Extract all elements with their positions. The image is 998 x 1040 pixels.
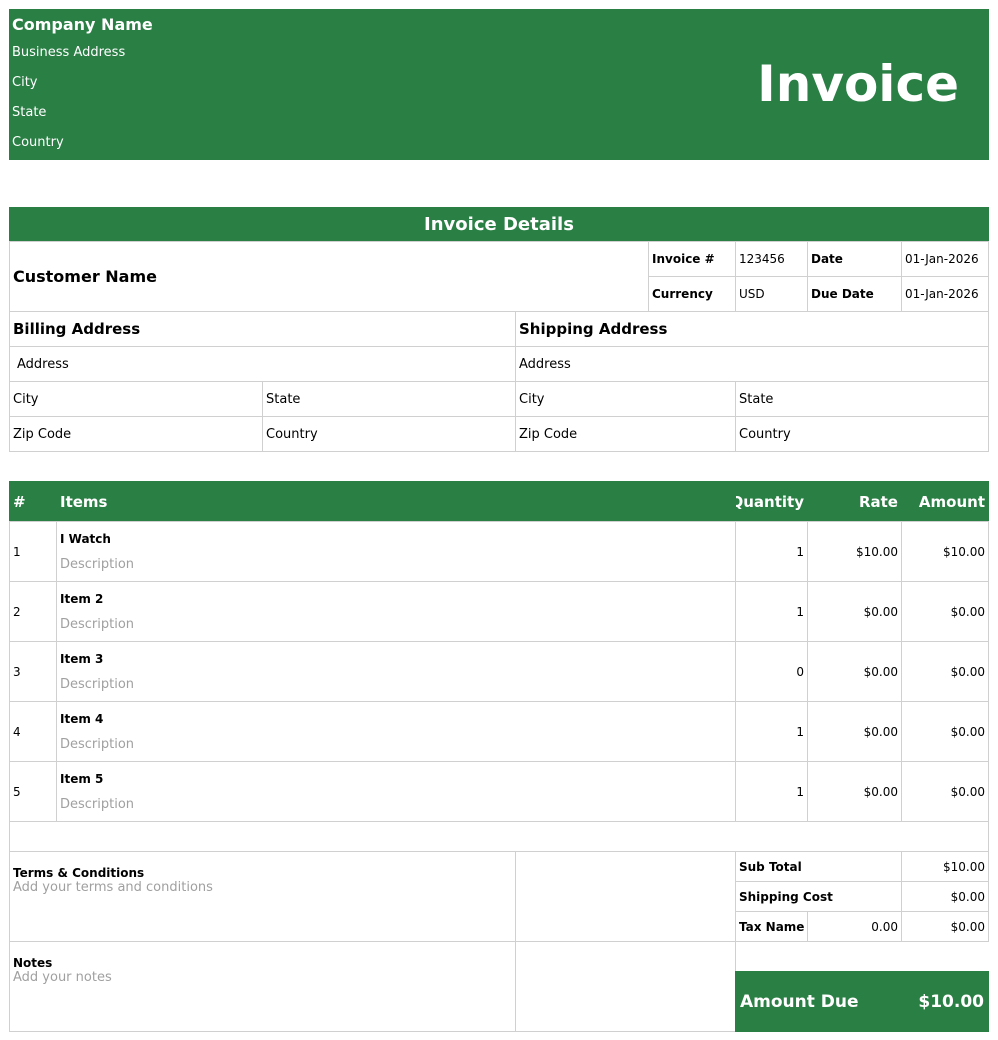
col-header-quantity: Quantity <box>735 481 808 522</box>
item-row[interactable]: Item 4 Description <box>56 701 736 762</box>
invoice-number-label: Invoice # <box>648 241 736 277</box>
date-value[interactable]: 01-Jan-2026 <box>901 241 989 277</box>
notes-title: Notes <box>13 956 53 970</box>
due-date-label: Due Date <box>807 276 902 312</box>
item-number: 4 <box>9 701 57 762</box>
item-row[interactable]: I Watch Description <box>56 521 736 582</box>
item-row[interactable]: Item 2 Description <box>56 581 736 642</box>
shipping-state[interactable]: State <box>735 381 989 417</box>
item-name[interactable]: Item 4 <box>60 711 104 726</box>
tax-name-label[interactable]: Tax Name <box>735 911 808 942</box>
billing-address[interactable]: Address <box>9 346 516 382</box>
shipping-zip[interactable]: Zip Code <box>515 416 736 452</box>
col-header-amount: Amount <box>901 481 989 522</box>
item-quantity[interactable]: 1 <box>735 521 808 582</box>
item-amount: $0.00 <box>901 641 989 702</box>
subtotal-value: $10.00 <box>901 851 989 882</box>
currency-value[interactable]: USD <box>735 276 808 312</box>
item-number: 3 <box>9 641 57 702</box>
item-description[interactable]: Description <box>60 616 135 632</box>
item-quantity[interactable]: 1 <box>735 581 808 642</box>
item-rate[interactable]: $0.00 <box>807 761 902 822</box>
date-label: Date <box>807 241 902 277</box>
due-date-value[interactable]: 01-Jan-2026 <box>901 276 989 312</box>
billing-zip[interactable]: Zip Code <box>9 416 263 452</box>
notes-section[interactable]: Notes Add your notes <box>9 941 516 1032</box>
item-amount: $0.00 <box>901 761 989 822</box>
invoice-details-title: Invoice Details <box>9 207 989 242</box>
item-number: 1 <box>9 521 57 582</box>
amount-due-label: Amount Due <box>740 991 859 1012</box>
item-amount: $0.00 <box>901 581 989 642</box>
tax-rate[interactable]: 0.00 <box>807 911 902 942</box>
col-header-items: Items <box>56 481 736 522</box>
col-header-rate: Rate <box>807 481 902 522</box>
item-rate[interactable]: $0.00 <box>807 581 902 642</box>
billing-state[interactable]: State <box>262 381 516 417</box>
shipping-cost-label: Shipping Cost <box>735 881 902 912</box>
company-country[interactable]: Country <box>12 135 64 150</box>
col-header-number: # <box>9 481 57 522</box>
item-name[interactable]: Item 5 <box>60 771 104 786</box>
item-description[interactable]: Description <box>60 736 135 752</box>
item-number: 2 <box>9 581 57 642</box>
company-header: Company Name Business Address City State… <box>9 9 989 160</box>
blank-row <box>9 821 989 852</box>
item-quantity[interactable]: 1 <box>735 761 808 822</box>
company-city[interactable]: City <box>12 75 38 90</box>
shipping-city[interactable]: City <box>515 381 736 417</box>
item-name[interactable]: Item 2 <box>60 591 104 606</box>
invoice-number-value[interactable]: 123456 <box>735 241 808 277</box>
item-rate[interactable]: $0.00 <box>807 641 902 702</box>
item-name[interactable]: I Watch <box>60 531 111 546</box>
terms-spacer <box>515 851 736 942</box>
item-description[interactable]: Description <box>60 676 135 692</box>
shipping-address[interactable]: Address <box>515 346 989 382</box>
billing-country[interactable]: Country <box>262 416 516 452</box>
item-description[interactable]: Description <box>60 796 135 812</box>
item-row[interactable]: Item 5 Description <box>56 761 736 822</box>
item-name[interactable]: Item 3 <box>60 651 104 666</box>
invoice-title: Invoice <box>757 55 959 113</box>
currency-label: Currency <box>648 276 736 312</box>
tax-value: $0.00 <box>901 911 989 942</box>
shipping-cost-value[interactable]: $0.00 <box>901 881 989 912</box>
company-state[interactable]: State <box>12 105 47 120</box>
business-address[interactable]: Business Address <box>12 45 126 60</box>
shipping-address-title: Shipping Address <box>515 311 989 347</box>
item-amount: $0.00 <box>901 701 989 762</box>
terms-title: Terms & Conditions <box>13 866 145 880</box>
billing-city[interactable]: City <box>9 381 263 417</box>
notes-spacer <box>515 941 736 1032</box>
terms-section[interactable]: Terms & Conditions Add your terms and co… <box>9 851 516 942</box>
billing-address-title: Billing Address <box>9 311 516 347</box>
item-amount: $10.00 <box>901 521 989 582</box>
subtotal-label: Sub Total <box>735 851 902 882</box>
item-number: 5 <box>9 761 57 822</box>
item-row[interactable]: Item 3 Description <box>56 641 736 702</box>
company-name[interactable]: Company Name <box>12 15 153 34</box>
amount-due-box: Amount Due $10.00 <box>735 971 989 1032</box>
item-description[interactable]: Description <box>60 556 135 572</box>
terms-placeholder[interactable]: Add your terms and conditions <box>13 880 213 895</box>
amount-due-value: $10.00 <box>918 991 984 1012</box>
item-rate[interactable]: $10.00 <box>807 521 902 582</box>
customer-name[interactable]: Customer Name <box>9 241 649 312</box>
item-quantity[interactable]: 0 <box>735 641 808 702</box>
notes-placeholder[interactable]: Add your notes <box>13 970 112 985</box>
shipping-country[interactable]: Country <box>735 416 989 452</box>
item-rate[interactable]: $0.00 <box>807 701 902 762</box>
item-quantity[interactable]: 1 <box>735 701 808 762</box>
